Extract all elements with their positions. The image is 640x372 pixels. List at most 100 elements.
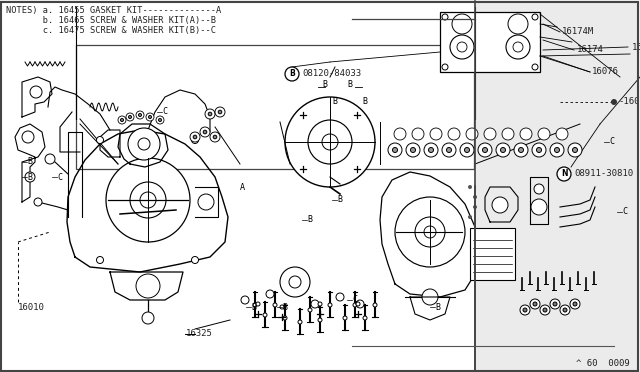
Circle shape	[550, 143, 564, 157]
Circle shape	[554, 148, 559, 153]
Circle shape	[356, 300, 364, 308]
Text: B: B	[28, 157, 33, 167]
Circle shape	[128, 128, 160, 160]
Circle shape	[532, 14, 538, 20]
Text: B: B	[323, 80, 328, 89]
Circle shape	[532, 143, 546, 157]
Circle shape	[466, 128, 478, 140]
Text: C: C	[609, 138, 614, 147]
Text: C: C	[163, 108, 168, 116]
Circle shape	[308, 120, 352, 164]
Circle shape	[45, 154, 55, 164]
Bar	[475, 3, 639, 371]
Circle shape	[513, 42, 523, 52]
Text: B: B	[333, 97, 337, 106]
Circle shape	[215, 107, 225, 117]
Circle shape	[473, 195, 477, 199]
Text: B: B	[289, 70, 295, 78]
Circle shape	[318, 302, 322, 306]
Text: B: B	[362, 97, 367, 106]
Circle shape	[97, 137, 104, 144]
Circle shape	[392, 148, 397, 153]
Circle shape	[508, 14, 528, 34]
Circle shape	[500, 148, 506, 153]
Text: B: B	[282, 302, 287, 311]
Circle shape	[363, 316, 367, 320]
Circle shape	[34, 198, 42, 206]
Circle shape	[322, 134, 338, 150]
Circle shape	[210, 132, 220, 142]
Circle shape	[430, 128, 442, 140]
Circle shape	[573, 302, 577, 306]
Circle shape	[353, 303, 357, 307]
Circle shape	[395, 197, 465, 267]
Circle shape	[543, 308, 547, 312]
Circle shape	[415, 217, 445, 247]
Circle shape	[136, 111, 144, 119]
Circle shape	[452, 14, 472, 34]
Text: b. 16465 SCREW & WASHER KIT(A)--B: b. 16465 SCREW & WASHER KIT(A)--B	[6, 16, 216, 25]
Circle shape	[190, 132, 200, 142]
Circle shape	[280, 305, 284, 309]
Circle shape	[530, 299, 540, 309]
Circle shape	[136, 274, 160, 298]
Circle shape	[130, 182, 166, 218]
Circle shape	[540, 305, 550, 315]
Circle shape	[118, 116, 126, 124]
Circle shape	[138, 138, 150, 150]
Text: 08911-30810: 08911-30810	[574, 170, 633, 179]
Circle shape	[273, 303, 277, 307]
Circle shape	[138, 113, 141, 116]
Circle shape	[266, 290, 274, 298]
Circle shape	[280, 267, 310, 297]
Circle shape	[120, 119, 124, 122]
Text: 16010G: 16010G	[632, 42, 640, 51]
Circle shape	[570, 299, 580, 309]
Circle shape	[159, 119, 161, 122]
Circle shape	[533, 302, 537, 306]
Circle shape	[146, 113, 154, 121]
Circle shape	[412, 128, 424, 140]
Text: B: B	[337, 196, 342, 205]
Circle shape	[553, 302, 557, 306]
Text: B: B	[307, 215, 312, 224]
Circle shape	[534, 184, 544, 194]
Circle shape	[289, 276, 301, 288]
Circle shape	[557, 167, 571, 181]
Circle shape	[568, 143, 582, 157]
Circle shape	[140, 192, 156, 208]
Text: B: B	[348, 80, 353, 89]
Bar	[1, 3, 474, 371]
Circle shape	[388, 143, 402, 157]
Circle shape	[198, 194, 214, 210]
Text: B: B	[28, 173, 33, 182]
Circle shape	[283, 316, 287, 320]
Circle shape	[298, 320, 302, 324]
Bar	[470, 228, 515, 280]
Circle shape	[285, 67, 299, 81]
Circle shape	[506, 35, 530, 59]
Circle shape	[531, 199, 547, 215]
Circle shape	[285, 97, 375, 187]
Circle shape	[532, 64, 538, 70]
Circle shape	[356, 302, 360, 306]
Circle shape	[611, 99, 617, 105]
Circle shape	[478, 143, 492, 157]
Circle shape	[492, 197, 508, 213]
Circle shape	[442, 14, 448, 20]
Circle shape	[263, 313, 267, 317]
Circle shape	[520, 305, 530, 315]
Circle shape	[191, 137, 198, 144]
Circle shape	[496, 143, 510, 157]
Text: B: B	[435, 302, 440, 311]
Circle shape	[465, 148, 470, 153]
Circle shape	[424, 226, 436, 238]
Circle shape	[213, 135, 217, 139]
Circle shape	[573, 148, 577, 153]
Circle shape	[460, 143, 474, 157]
Circle shape	[148, 115, 152, 119]
Circle shape	[97, 257, 104, 263]
Text: 16174M: 16174M	[562, 28, 595, 36]
Circle shape	[336, 293, 344, 301]
Circle shape	[311, 300, 319, 308]
